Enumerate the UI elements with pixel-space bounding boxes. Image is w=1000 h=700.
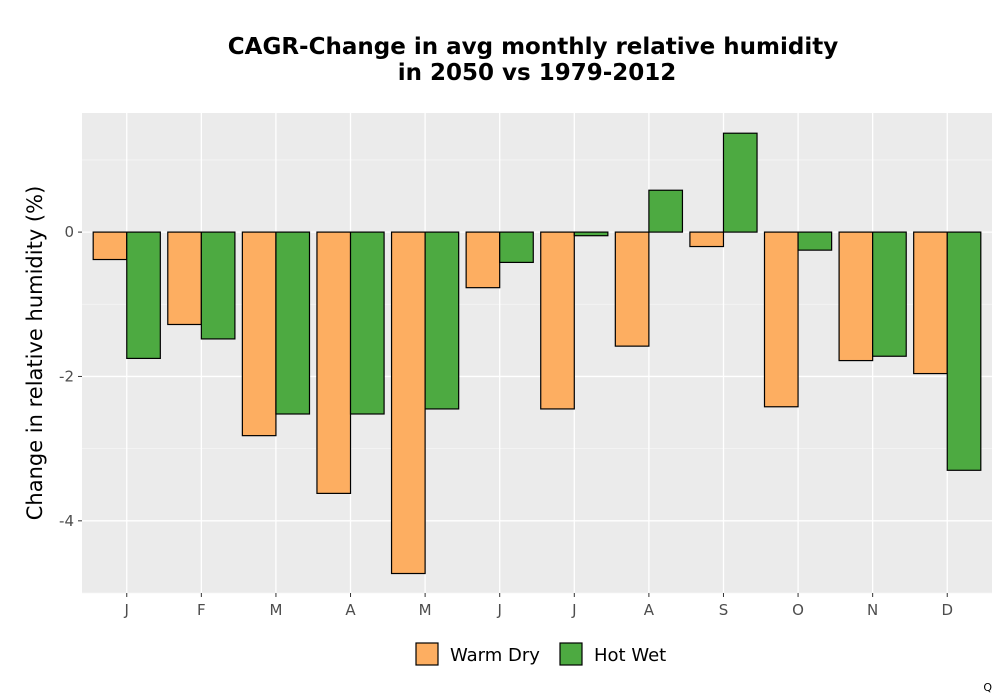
- legend-label: Hot Wet: [594, 645, 666, 666]
- legend-key-warm-dry: [415, 642, 439, 666]
- bar-warm-dry: [316, 231, 352, 494]
- bar-warm-dry: [838, 231, 874, 362]
- bar-warm-dry: [465, 231, 501, 289]
- bar-hot-wet: [946, 231, 982, 471]
- y-tick-label: 0: [64, 223, 74, 241]
- bar-warm-dry: [390, 231, 426, 575]
- x-tick-label: M: [419, 601, 432, 619]
- x-tick-label: J: [496, 601, 501, 619]
- bars: [92, 132, 982, 575]
- bar-hot-wet: [722, 132, 758, 233]
- y-axis-ticks: 0 -2 -4: [59, 223, 82, 530]
- x-tick-label: N: [867, 601, 878, 619]
- y-tick-label: -2: [59, 367, 74, 385]
- chart-title-line-1: CAGR-Change in avg monthly relative humi…: [228, 34, 838, 60]
- legend: Warm Dry Hot Wet: [415, 642, 666, 666]
- bar-hot-wet: [573, 231, 609, 237]
- x-tick-label: S: [719, 601, 729, 619]
- x-tick-label: F: [197, 601, 206, 619]
- x-tick-label: A: [345, 601, 356, 619]
- chart-title-line-2: in 2050 vs 1979-2012: [398, 60, 677, 86]
- bar-warm-dry: [913, 231, 948, 375]
- y-axis-label: Change in relative humidity (%): [23, 186, 47, 521]
- x-tick-label: J: [124, 601, 129, 619]
- bar-warm-dry: [540, 231, 575, 410]
- y-tick-label: -4: [59, 512, 74, 530]
- bar-warm-dry: [689, 231, 725, 248]
- bar-warm-dry: [167, 231, 202, 326]
- bar-hot-wet: [275, 231, 311, 415]
- bar-hot-wet: [126, 231, 161, 360]
- bar-warm-dry: [763, 231, 799, 408]
- x-tick-label: O: [792, 601, 804, 619]
- x-tick-label: A: [644, 601, 655, 619]
- bar-hot-wet: [797, 231, 833, 251]
- x-tick-label: M: [269, 601, 282, 619]
- bar-warm-dry: [614, 231, 650, 347]
- bar-hot-wet: [648, 189, 684, 233]
- corner-mark: Q: [983, 681, 992, 694]
- bar-hot-wet: [872, 231, 907, 357]
- bar-warm-dry: [92, 231, 128, 261]
- legend-label: Warm Dry: [450, 645, 540, 666]
- bar-hot-wet: [499, 231, 534, 264]
- x-tick-label: J: [571, 601, 576, 619]
- x-tick-label: D: [941, 601, 953, 619]
- bar-hot-wet: [200, 231, 236, 340]
- bar-hot-wet: [424, 231, 460, 410]
- bar-warm-dry: [241, 231, 277, 437]
- bar-hot-wet: [349, 231, 385, 415]
- legend-key-hot-wet: [559, 642, 583, 666]
